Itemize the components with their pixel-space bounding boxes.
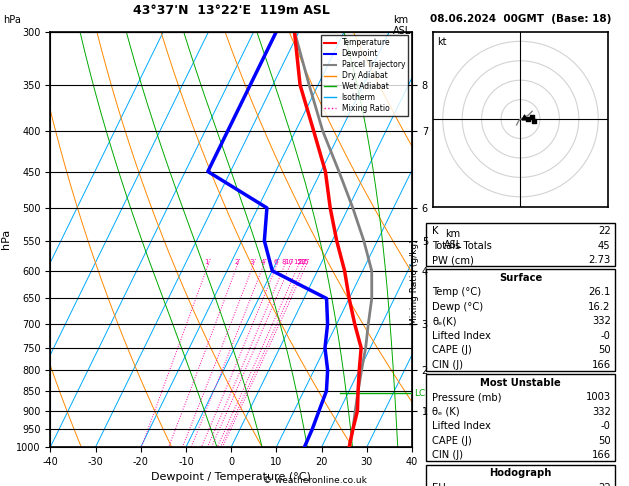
Text: 166: 166 [591,360,611,370]
Text: 22: 22 [598,226,611,236]
Text: 26.1: 26.1 [588,287,611,297]
Y-axis label: hPa: hPa [1,229,11,249]
Text: 25: 25 [301,260,309,265]
FancyBboxPatch shape [426,374,615,462]
Text: 166: 166 [591,451,611,460]
Point [527,113,537,121]
Text: 50: 50 [598,436,611,446]
Text: Lifted Index: Lifted Index [432,331,491,341]
Text: 45: 45 [598,241,611,251]
X-axis label: Dewpoint / Temperature (°C): Dewpoint / Temperature (°C) [151,472,311,483]
Text: 332: 332 [592,316,611,327]
Text: Dewp (°C): Dewp (°C) [432,302,483,312]
Text: 2.73: 2.73 [588,255,611,265]
Text: -0: -0 [601,331,611,341]
Text: 50: 50 [598,346,611,355]
Text: Mixing Ratio (g/kg): Mixing Ratio (g/kg) [410,239,419,325]
Text: km
ASL: km ASL [393,15,411,36]
Text: 4: 4 [260,260,265,265]
Text: CAPE (J): CAPE (J) [432,436,472,446]
Text: Hodograph: Hodograph [489,468,552,478]
FancyBboxPatch shape [426,269,615,371]
Text: CIN (J): CIN (J) [432,451,463,460]
Text: 3: 3 [250,260,254,265]
Text: θₑ (K): θₑ (K) [432,407,460,417]
Text: LCL: LCL [414,388,430,398]
Text: 10: 10 [284,260,294,265]
Text: 43°37'N  13°22'E  119m ASL: 43°37'N 13°22'E 119m ASL [133,4,330,17]
Text: 8: 8 [281,260,286,265]
Point [529,117,539,125]
Text: Most Unstable: Most Unstable [480,378,561,388]
Text: 332: 332 [592,407,611,417]
Y-axis label: km
ASL: km ASL [444,228,462,250]
Text: Lifted Index: Lifted Index [432,421,491,431]
Text: K: K [432,226,439,236]
Text: Temp (°C): Temp (°C) [432,287,481,297]
Text: EH: EH [432,483,446,486]
Text: 1003: 1003 [586,392,611,402]
Text: 2: 2 [234,260,238,265]
Text: Totals Totals: Totals Totals [432,241,492,251]
Text: 16.2: 16.2 [588,302,611,312]
Text: θₑ(K): θₑ(K) [432,316,457,327]
Text: Surface: Surface [499,273,542,283]
Text: kt: kt [437,37,447,47]
Point [520,113,530,121]
Text: PW (cm): PW (cm) [432,255,474,265]
FancyBboxPatch shape [426,223,615,266]
Text: 6: 6 [273,260,278,265]
Text: 15: 15 [292,260,302,265]
Text: © weatheronline.co.uk: © weatheronline.co.uk [262,476,367,485]
Text: Pressure (mb): Pressure (mb) [432,392,502,402]
Text: hPa: hPa [3,15,21,25]
Text: 20: 20 [298,260,306,265]
Text: 1: 1 [204,260,209,265]
Point [523,115,533,123]
Text: CIN (J): CIN (J) [432,360,463,370]
Text: CAPE (J): CAPE (J) [432,346,472,355]
Legend: Temperature, Dewpoint, Parcel Trajectory, Dry Adiabat, Wet Adiabat, Isotherm, Mi: Temperature, Dewpoint, Parcel Trajectory… [321,35,408,116]
Text: 22: 22 [598,483,611,486]
Text: 08.06.2024  00GMT  (Base: 18): 08.06.2024 00GMT (Base: 18) [430,14,611,24]
FancyBboxPatch shape [426,465,615,486]
Text: -0: -0 [601,421,611,431]
